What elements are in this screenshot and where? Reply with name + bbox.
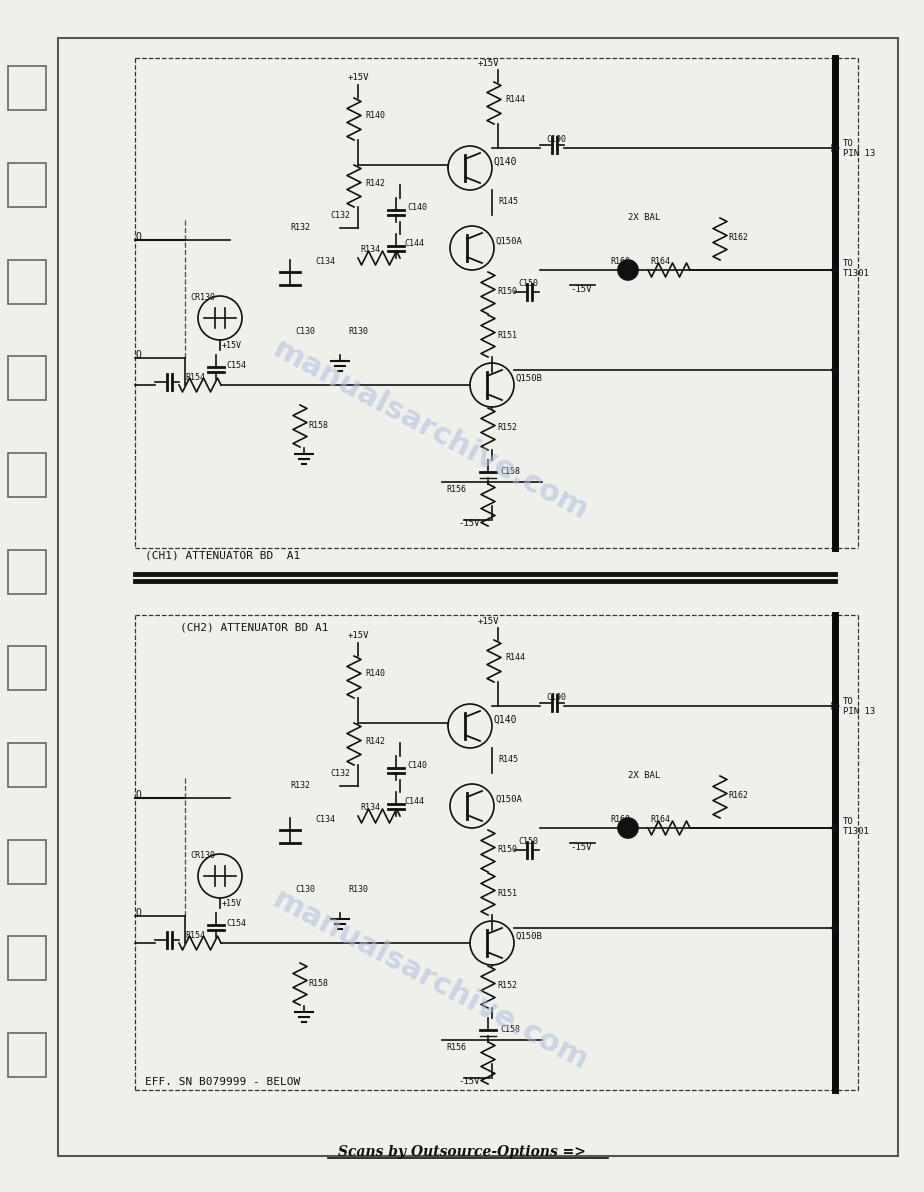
Circle shape — [618, 260, 638, 280]
Text: R142: R142 — [365, 737, 385, 745]
Text: C158: C158 — [500, 467, 520, 477]
Text: R151: R151 — [497, 888, 517, 898]
Text: Q150B: Q150B — [516, 373, 543, 383]
Circle shape — [832, 825, 838, 831]
Text: O: O — [136, 790, 142, 800]
Text: C144: C144 — [404, 240, 424, 248]
Text: O: O — [136, 350, 142, 360]
Text: R152: R152 — [497, 981, 517, 991]
Text: TO: TO — [843, 139, 854, 149]
Text: R132: R132 — [290, 782, 310, 790]
Text: Q150A: Q150A — [496, 795, 523, 803]
Text: R160: R160 — [610, 815, 630, 825]
Text: O: O — [136, 232, 142, 242]
Text: TO: TO — [843, 260, 854, 268]
Text: +15V: +15V — [222, 341, 242, 349]
Text: +15V: +15V — [222, 899, 242, 907]
Text: +15V: +15V — [478, 58, 499, 68]
Text: R150: R150 — [497, 845, 517, 855]
Text: R130: R130 — [348, 328, 368, 336]
Text: manualsarchive.com: manualsarchive.com — [267, 334, 592, 526]
Text: C150: C150 — [518, 838, 538, 846]
Circle shape — [832, 267, 838, 273]
Text: T1301: T1301 — [843, 826, 869, 836]
Text: (CH1) ATTENUATOR BD  A1: (CH1) ATTENUATOR BD A1 — [145, 550, 300, 560]
Text: C140: C140 — [407, 204, 427, 212]
Text: R158: R158 — [308, 421, 328, 429]
Text: R145: R145 — [498, 198, 518, 206]
Text: -15V: -15V — [458, 519, 480, 528]
Text: C130: C130 — [295, 886, 315, 894]
Text: R142: R142 — [365, 179, 385, 187]
Text: TO: TO — [843, 818, 854, 826]
Circle shape — [832, 703, 838, 709]
Text: EFF. SN B079999 - BELOW: EFF. SN B079999 - BELOW — [145, 1078, 300, 1087]
Text: C154: C154 — [226, 919, 246, 927]
Text: (CH2) ATTENUATOR BD A1: (CH2) ATTENUATOR BD A1 — [180, 623, 329, 633]
Text: R145: R145 — [498, 756, 518, 764]
Text: 2X BAL: 2X BAL — [628, 213, 661, 223]
Text: Scans by Outsource-Options =>: Scans by Outsource-Options => — [338, 1146, 586, 1159]
Text: R154: R154 — [185, 372, 205, 381]
Text: R130: R130 — [348, 886, 368, 894]
Text: Q150B: Q150B — [516, 931, 543, 940]
Text: R156: R156 — [446, 1043, 466, 1053]
Text: PIN 13: PIN 13 — [843, 707, 875, 715]
Text: R134: R134 — [360, 246, 380, 255]
Text: C190: C190 — [546, 694, 566, 702]
Text: -15V: -15V — [570, 286, 591, 294]
Text: R152: R152 — [497, 423, 517, 433]
Circle shape — [832, 367, 838, 373]
Text: +15V: +15V — [478, 616, 499, 626]
Text: R154: R154 — [185, 931, 205, 939]
Text: Q140: Q140 — [493, 715, 517, 725]
Text: R151: R151 — [497, 330, 517, 340]
Text: +15V: +15V — [348, 632, 370, 640]
Text: R134: R134 — [360, 803, 380, 813]
Text: +15V: +15V — [348, 74, 370, 82]
Text: PIN 13: PIN 13 — [843, 149, 875, 157]
Text: R140: R140 — [365, 670, 385, 678]
Circle shape — [832, 925, 838, 931]
Text: R158: R158 — [308, 979, 328, 987]
Text: 2X BAL: 2X BAL — [628, 771, 661, 781]
Text: -15V: -15V — [570, 844, 591, 852]
Text: R140: R140 — [365, 112, 385, 120]
Text: R132: R132 — [290, 224, 310, 232]
Text: R144: R144 — [505, 95, 525, 105]
Text: Q150A: Q150A — [496, 236, 523, 246]
Text: C132: C132 — [330, 769, 350, 777]
Circle shape — [618, 818, 638, 838]
Text: C134: C134 — [315, 257, 335, 267]
Text: Q140: Q140 — [493, 157, 517, 167]
Text: R162: R162 — [728, 234, 748, 242]
Text: R156: R156 — [446, 485, 466, 495]
Text: C144: C144 — [404, 797, 424, 807]
Text: C190: C190 — [546, 136, 566, 144]
Text: R164: R164 — [650, 815, 670, 825]
Text: C132: C132 — [330, 211, 350, 219]
Text: T1301: T1301 — [843, 268, 869, 278]
Text: C154: C154 — [226, 360, 246, 370]
Text: R164: R164 — [650, 257, 670, 267]
Text: R162: R162 — [728, 791, 748, 801]
Text: C130: C130 — [295, 328, 315, 336]
Text: R150: R150 — [497, 287, 517, 297]
Text: C134: C134 — [315, 815, 335, 825]
Text: O: O — [136, 908, 142, 918]
Text: C140: C140 — [407, 762, 427, 770]
Text: C150: C150 — [518, 279, 538, 288]
Text: R160: R160 — [610, 257, 630, 267]
Text: CR130: CR130 — [190, 293, 215, 303]
Text: TO: TO — [843, 697, 854, 707]
Circle shape — [832, 145, 838, 151]
Text: manualsarchive.com: manualsarchive.com — [267, 884, 592, 1075]
Text: CR130: CR130 — [190, 851, 215, 861]
Text: -15V: -15V — [458, 1076, 480, 1086]
Text: C158: C158 — [500, 1025, 520, 1035]
Text: R144: R144 — [505, 653, 525, 663]
